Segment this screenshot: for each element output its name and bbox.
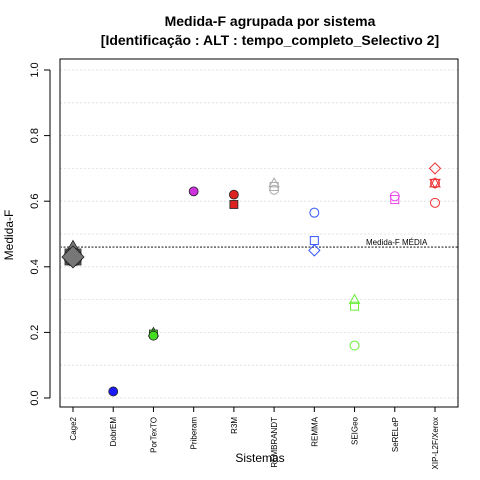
x-tick-label: REMBRANDT: [270, 417, 279, 468]
data-point-circle: [188, 186, 199, 197]
x-axis-label: Sistemas: [235, 451, 284, 465]
data-point-circle: [269, 184, 280, 195]
x-tick-label: SEIGeo: [351, 416, 360, 445]
x-tick-label: XIP-L2F/Xerox: [431, 417, 440, 469]
x-tick-label: PorTexTO: [149, 417, 158, 453]
y-tick-label: 0.8: [29, 128, 41, 143]
data-point-diamond: [308, 244, 321, 257]
axes-layer: 0.0 0.2 0.4 0.6 0.8 1.0 Cage2 DobrEM PorTexTO Pri…: [29, 58, 459, 469]
data-point-square: [309, 236, 319, 246]
x-tick-label: Priberam: [190, 417, 199, 450]
y-axis-label: Medida-F: [2, 210, 16, 261]
data-point-triangle-down: [429, 178, 441, 190]
data-point-square: [269, 181, 279, 191]
data-point-circle: [349, 340, 360, 351]
data-point-circle: [309, 207, 320, 218]
x-tick-label: SeRELeP: [391, 417, 400, 452]
data-point-square: [229, 200, 239, 209]
data-point-circle: [430, 178, 440, 189]
data-point-circle: [430, 197, 440, 208]
chart-title-line2: [Identificação : ALT : tempo_completo_Se…: [101, 32, 439, 48]
data-point-diamond: [428, 162, 442, 175]
data-point-circle: [228, 189, 239, 200]
data-point-square: [390, 195, 400, 205]
x-tick-label: Cage2: [69, 416, 78, 440]
x-tick-label: DobrEM: [109, 417, 118, 447]
data-point-triangle: [348, 293, 361, 304]
data-point-circle: [148, 330, 159, 341]
y-tick-label: 0.6: [29, 194, 41, 209]
x-tick-label: R3M: [230, 417, 239, 434]
data-point-circle: [108, 386, 119, 397]
data-point-triangle: [429, 177, 441, 188]
y-tick-label: 0.0: [29, 390, 41, 405]
chart-title-line1: Medida-F agrupada por sistema: [165, 13, 376, 29]
reference-line-label: Medida-F MÉDIA: [366, 238, 428, 247]
y-tick-label: 0.2: [29, 325, 41, 340]
reference-layer: Medida-F MÉDIA: [60, 238, 458, 249]
data-point-square: [350, 301, 360, 311]
y-tick-label: 1.0: [29, 62, 41, 77]
x-tick-label: REMMA: [310, 416, 319, 446]
plot-frame: [59, 58, 459, 408]
grid-layer: [60, 69, 458, 399]
data-point-circle: [389, 191, 400, 202]
points-layer: [61, 162, 442, 397]
data-point-diamond: [61, 245, 85, 269]
y-tick-label: 0.4: [29, 259, 41, 274]
